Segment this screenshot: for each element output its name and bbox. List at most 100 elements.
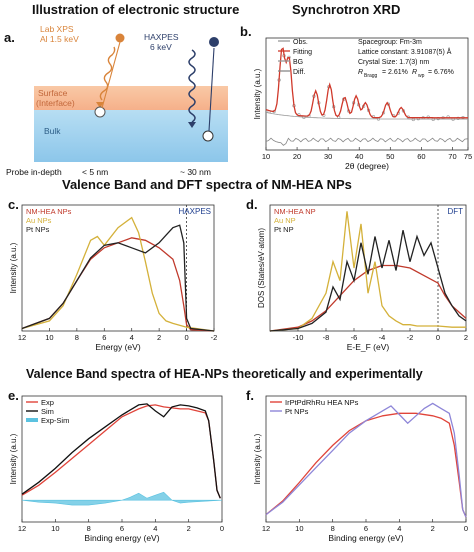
- chart-d-xtick-label-1: -8: [323, 333, 330, 342]
- chart-d-series-2: [269, 230, 467, 332]
- chart-f-series-0: [265, 412, 467, 518]
- panel-letter-e: e.: [8, 388, 19, 403]
- panel-a: a. Lab XPS Al 1.5 keV HAXPES 6 keV Surfa…: [0, 20, 232, 177]
- chart-e-legend-2: Exp-Sim: [41, 416, 69, 425]
- surface-label: Surface: [38, 88, 68, 98]
- chart-b-xlabel: 2θ (degree): [345, 161, 389, 171]
- chart-e-xlabel: Binding energy (eV): [84, 533, 159, 543]
- surface-layer: [34, 86, 228, 110]
- chart-c-xtick-label-7: -2: [211, 333, 218, 342]
- chart-e-xtick-label-4: 4: [153, 524, 157, 533]
- chart-f-hea-vs-pt: 12 10 8 6 4 2 0 Binding energy (eV) Intensity (a…: [253, 395, 468, 543]
- chart-d-xtick-label-6: 2: [464, 333, 468, 342]
- section-title-electronic: Illustration of electronic structure: [32, 2, 240, 17]
- chart-e-xtick-label-0: 12: [18, 524, 26, 533]
- lab-emission-line: [101, 41, 121, 109]
- chart-d-xtick-label-3: -4: [379, 333, 386, 342]
- bulk-label: Bulk: [44, 126, 61, 136]
- chart-f-xtick-label-2: 8: [331, 524, 335, 533]
- haxpes-photoelectron-icon: [209, 37, 219, 47]
- panel-letter-a: a.: [4, 30, 15, 45]
- chart-d-ylabel: DOS (States/eV·atom): [257, 228, 266, 308]
- chart-f-series-1: [265, 402, 467, 518]
- chart-f-xlabel: Binding energy (eV): [328, 533, 403, 543]
- illustration-graphics: [94, 33, 219, 142]
- chart-c-plot-frame: [21, 204, 215, 332]
- chart-e-xtick-label-5: 2: [187, 524, 191, 533]
- chart-f-xtick-label-5: 2: [431, 524, 435, 533]
- chart-f-ylabel: Intensity (a.u.): [253, 433, 262, 484]
- chart-b-xtick-label-0: 10: [262, 152, 270, 161]
- chart-d-plot-frame: [269, 204, 467, 332]
- chart-f-xtick-label-1: 10: [295, 524, 303, 533]
- chart-c-xtick-label-1: 10: [45, 333, 53, 342]
- chart-c-xlabel: Energy (eV): [95, 342, 141, 352]
- chart-e-exp-sim: 12 10 8 6 4 2 0 Binding energy (eV) Intensity (a…: [9, 395, 224, 543]
- chart-b-bg-line: [265, 111, 468, 120]
- chart-b-legend-2: BG: [293, 59, 303, 66]
- lab-electron-icon: [94, 106, 106, 118]
- chart-d-xtick-label-0: -10: [293, 333, 304, 342]
- chart-f-xtick-label-6: 0: [464, 524, 468, 533]
- probe-shallow: < 5 nm: [82, 167, 109, 177]
- chart-d-legend-0: NM-HEA NP: [274, 207, 316, 216]
- chart-b-xrd: 10 20 30 40 50 60 70 75 2θ (degree) Intensity (a.…: [253, 37, 472, 171]
- chart-b-annotation-lattice: Lattice constant: 3.91087(5) Å: [358, 47, 452, 56]
- chart-c-xtick-label-5: 2: [157, 333, 161, 342]
- chart-d-series-0: [269, 264, 467, 332]
- chart-b-xtick-label-2: 30: [324, 152, 332, 161]
- panel-letter-b: b.: [240, 24, 252, 39]
- chart-b-annotation-spacegroup: Spacegroup: Fm-3m: [358, 39, 422, 46]
- chart-b-annotation-r-bragg: R: [358, 69, 363, 76]
- chart-d-legend-1: Au NP: [274, 216, 296, 225]
- chart-b-xtick-label-3: 40: [355, 152, 363, 161]
- chart-e-xtick-label-6: 0: [220, 524, 224, 533]
- chart-b-annotation-bragg-value: = 2.61%: [382, 69, 408, 76]
- section-title-xrd: Synchrotron XRD: [292, 2, 401, 17]
- chart-e-legend-0: Exp: [41, 398, 54, 407]
- chart-e-xtick-label-1: 10: [51, 524, 59, 533]
- chart-b-xtick-label-1: 20: [293, 152, 301, 161]
- section-title-valence-dft: Valence Band and DFT spectra of NM-HEA N…: [62, 177, 352, 192]
- lab-xps-photon-icon: [99, 46, 116, 101]
- chart-e-xtick-label-2: 8: [87, 524, 91, 533]
- chart-e-series-1: [21, 403, 221, 499]
- chart-d-xtick-label-2: -6: [351, 333, 358, 342]
- haxpes-electron-icon: [202, 130, 214, 142]
- chart-b-annotation-wp-sub: wp: [418, 73, 425, 79]
- chart-b-diff-line: [265, 137, 468, 146]
- chart-e-legend-1: Sim: [41, 407, 54, 416]
- chart-f-xtick-label-0: 12: [262, 524, 270, 533]
- chart-b-xtick-label-5: 60: [417, 152, 425, 161]
- chart-e-series-2: [21, 491, 223, 506]
- chart-c-series-1: [21, 216, 215, 332]
- chart-d-xtick-label-5: 0: [436, 333, 440, 342]
- chart-c-legend-1: Au NPs: [26, 216, 52, 225]
- chart-b-annotation-wp-value: = 6.76%: [428, 69, 454, 76]
- chart-b-xtick-label-6: 70: [448, 152, 456, 161]
- panel-letter-f: f.: [246, 388, 254, 403]
- panel-letter-c: c.: [8, 197, 19, 212]
- chart-d-marker-label: DFT: [447, 207, 463, 216]
- haxpes-photon-icon: [188, 49, 196, 123]
- chart-c-xtick-label-0: 12: [18, 333, 26, 342]
- chart-b-legend-1: Fitting: [293, 49, 312, 56]
- haxpes-energy: 6 keV: [150, 42, 172, 52]
- chart-b-annotation-size: Crystal Size: 1.7(3) nm: [358, 59, 429, 66]
- chart-f-legend-0: IrPtPdRhRu HEA NPs: [285, 398, 359, 407]
- chart-c-legend-0: NM-HEA NPs: [26, 207, 72, 216]
- chart-d-xlabel: E-E_F (eV): [347, 342, 390, 352]
- chart-b-plot-frame: [265, 37, 469, 151]
- chart-c-xtick-label-2: 8: [75, 333, 79, 342]
- lab-xps-label: Lab XPS: [40, 24, 74, 34]
- chart-c-xtick-label-3: 6: [102, 333, 106, 342]
- chart-b-xtick-label-4: 50: [386, 152, 394, 161]
- chart-b-xtick-label-7: 75: [464, 152, 472, 161]
- probe-deep: ~ 30 nm: [180, 167, 211, 177]
- chart-d-xtick-label-4: -2: [407, 333, 414, 342]
- chart-d-dft: -10 -8 -6 -4 -2 0 2 E-E_F (eV) DOS (States/eV·at…: [257, 204, 468, 352]
- chart-e-ylabel: Intensity (a.u.): [9, 433, 18, 484]
- surface-label-2: (Interface): [36, 98, 75, 108]
- chart-d-legend-2: Pt NP: [274, 225, 294, 234]
- chart-c-ylabel: Intensity (a.u.): [9, 242, 18, 293]
